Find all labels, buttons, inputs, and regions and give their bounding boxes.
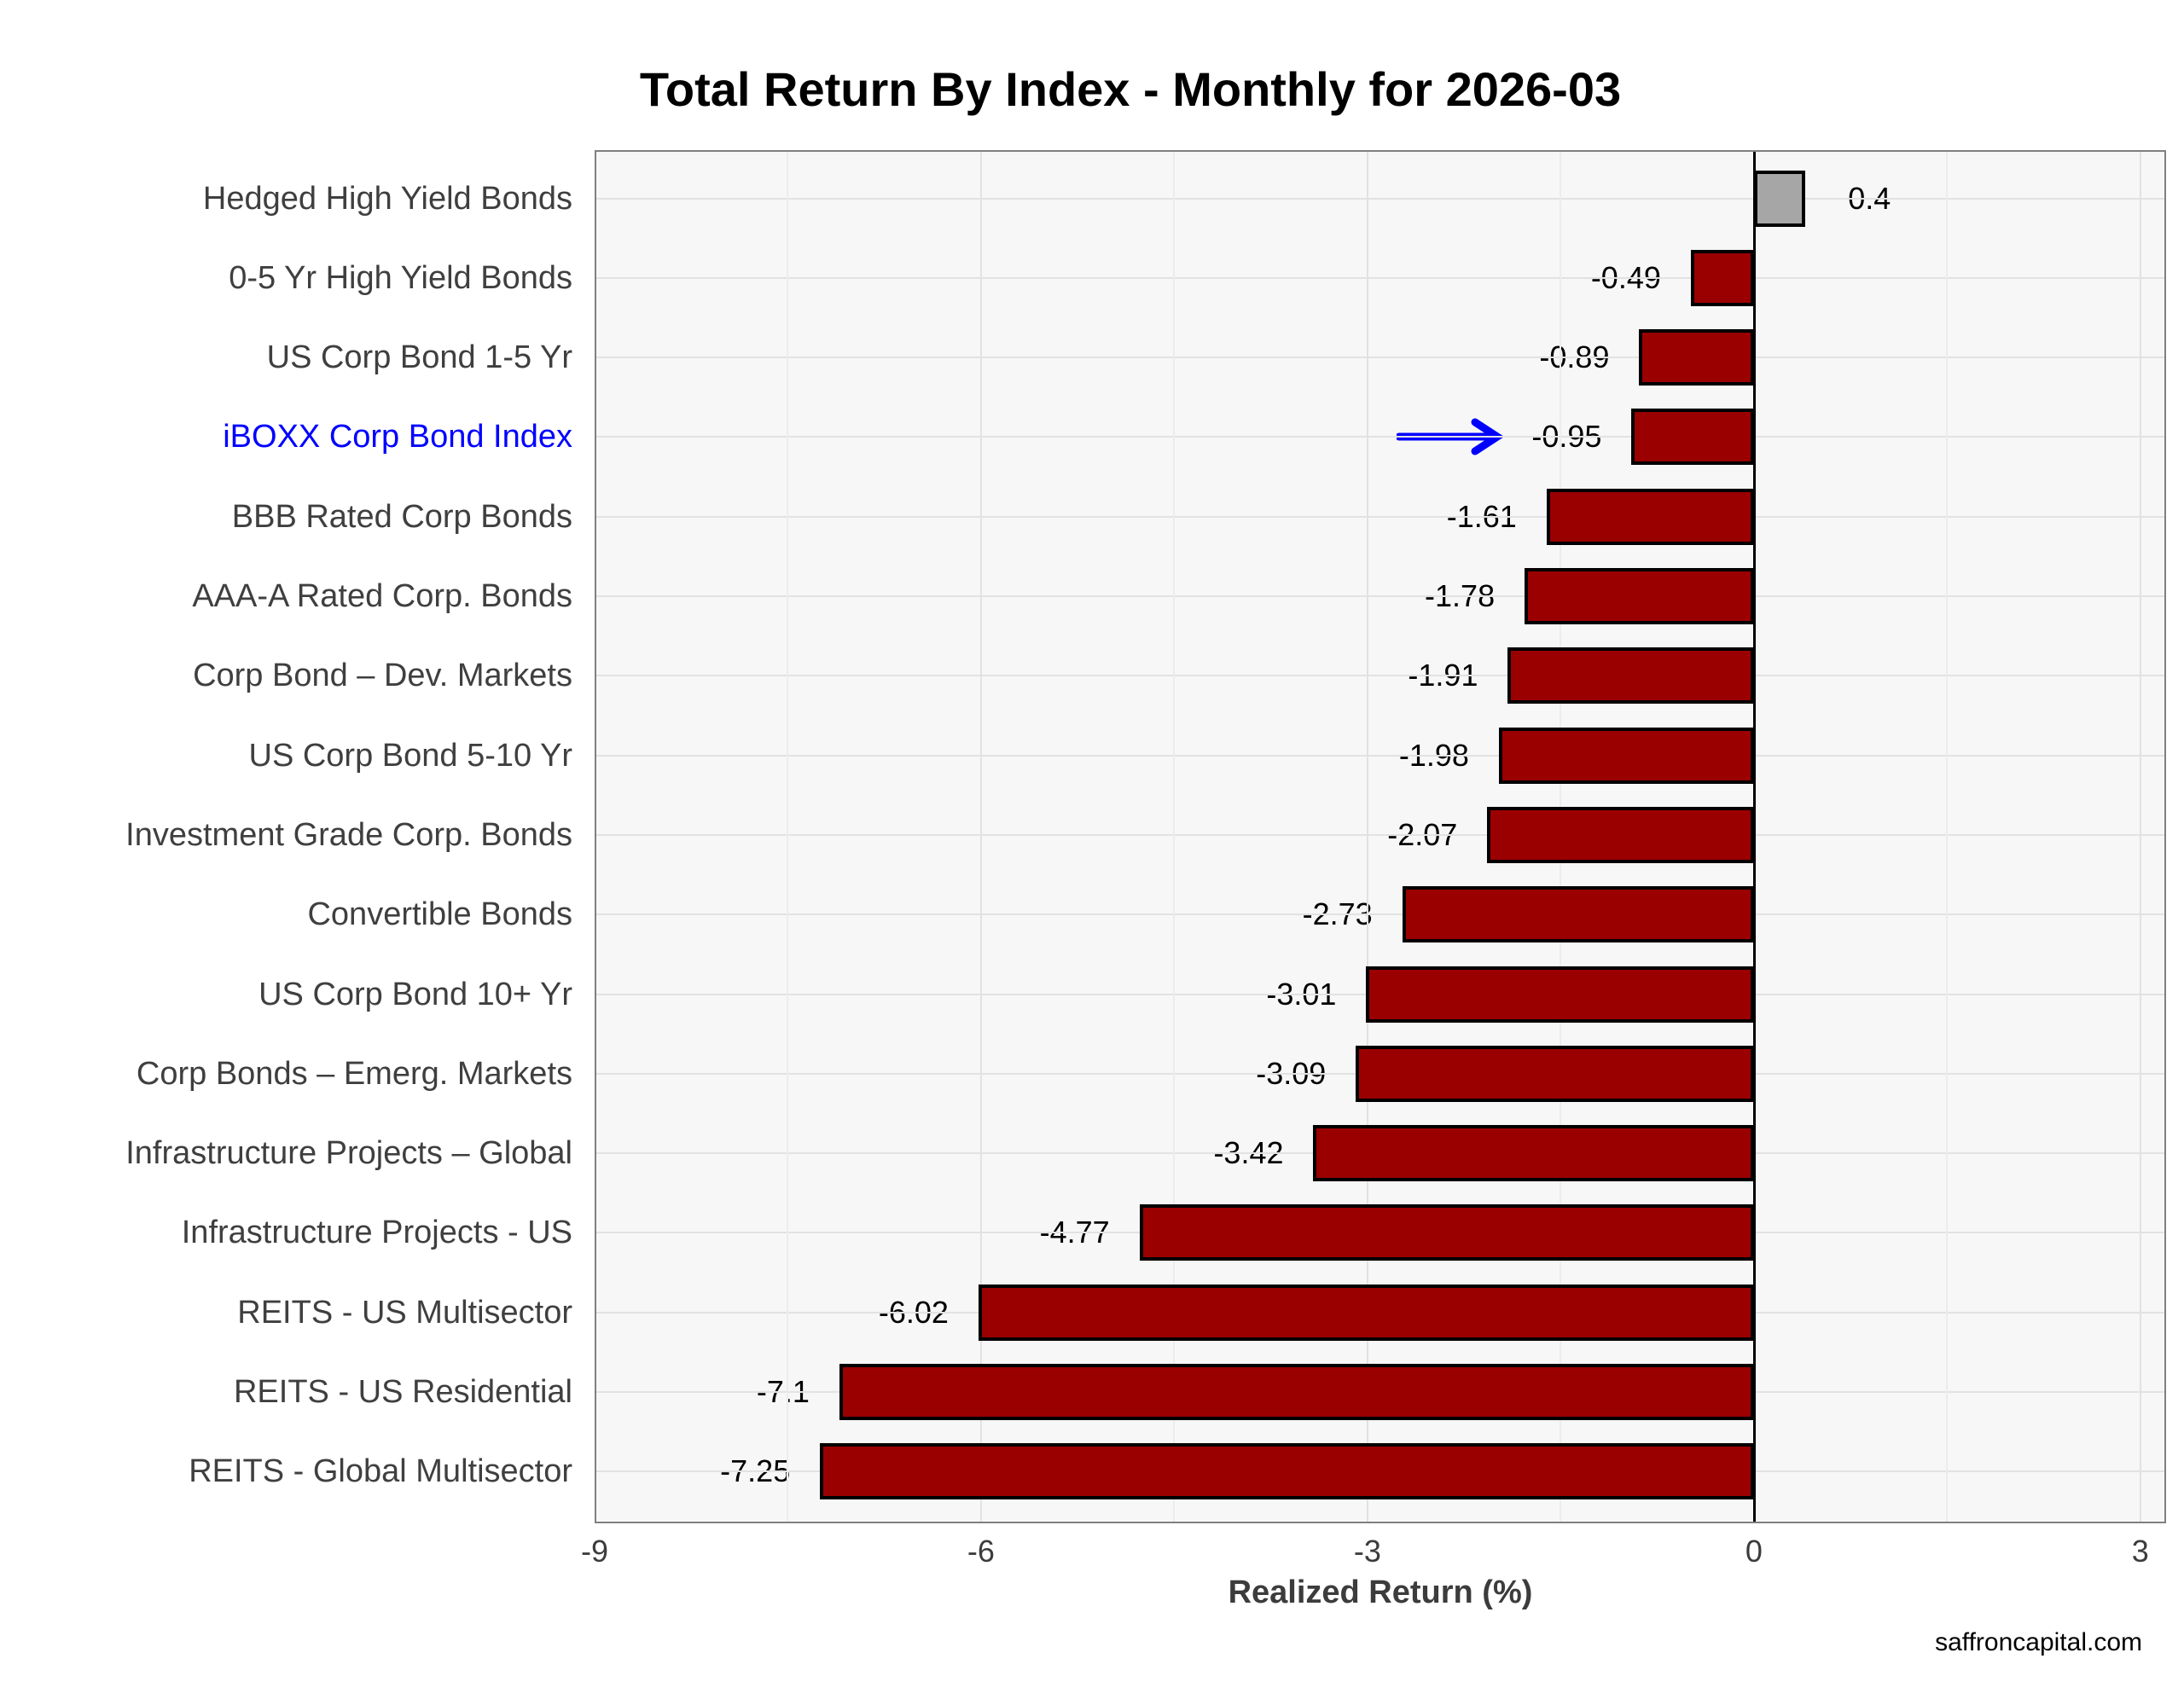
bar — [1507, 647, 1754, 705]
gridline-horizontal — [596, 595, 2164, 597]
gridline-horizontal — [596, 754, 2164, 757]
x-tick-label: 0 — [1745, 1534, 1763, 1569]
plot-area — [595, 150, 2166, 1523]
category-label: 0-5 Yr High Yield Bonds — [229, 259, 572, 296]
footer-watermark: saffroncapital.com — [1935, 1628, 2142, 1656]
x-tick-label: -9 — [580, 1534, 609, 1569]
category-label: Convertible Bonds — [307, 896, 572, 933]
category-label: iBOXX Corp Bond Index — [223, 419, 572, 455]
gridline-horizontal — [596, 436, 2164, 438]
gridline-vertical-minor — [1173, 152, 1176, 1522]
bar — [1139, 1204, 1754, 1261]
bar — [1639, 329, 1754, 386]
gridline-vertical-minor — [1946, 152, 1949, 1522]
gridline-vertical-minor — [787, 152, 789, 1522]
category-label: Infrastructure Projects - US — [181, 1215, 572, 1251]
bar — [1487, 806, 1754, 863]
bar — [1525, 568, 1754, 624]
gridline-horizontal — [596, 197, 2164, 200]
bar — [1313, 1125, 1754, 1182]
bar — [1753, 170, 1806, 227]
bar — [1366, 966, 1754, 1023]
category-label: REITS - Global Multisector — [189, 1453, 572, 1490]
category-label: US Corp Bond 10+ Yr — [258, 976, 572, 1012]
gridline-vertical-major — [2139, 152, 2141, 1522]
bar — [1631, 409, 1754, 466]
gridline-vertical-major — [979, 152, 982, 1522]
category-label: Corp Bonds – Emerg. Markets — [136, 1055, 572, 1092]
bar — [820, 1443, 1754, 1500]
bar — [1498, 727, 1754, 784]
x-tick-label: -3 — [1353, 1534, 1381, 1569]
bar — [1356, 1045, 1754, 1102]
gridline-horizontal — [596, 913, 2164, 916]
category-label: Investment Grade Corp. Bonds — [125, 816, 572, 853]
gridline-horizontal — [596, 515, 2164, 518]
bar — [839, 1364, 1754, 1420]
category-label: BBB Rated Corp Bonds — [231, 498, 572, 535]
gridline-horizontal — [596, 357, 2164, 359]
bar — [1546, 488, 1754, 545]
chart-title: Total Return By Index - Monthly for 2026… — [639, 62, 1622, 116]
gridline-horizontal — [596, 675, 2164, 677]
bar — [1690, 249, 1754, 306]
x-axis-title: Realized Return (%) — [1228, 1575, 1533, 1610]
gridline-vertical-major — [1366, 152, 1368, 1522]
bar — [1402, 886, 1754, 943]
category-label: US Corp Bond 5-10 Yr — [248, 737, 573, 774]
category-label: Infrastructure Projects – Global — [125, 1135, 572, 1172]
category-label: AAA-A Rated Corp. Bonds — [192, 578, 572, 614]
zero-axis-line — [1752, 152, 1756, 1522]
category-label: REITS - US Residential — [233, 1374, 572, 1410]
x-tick-label: -6 — [967, 1534, 995, 1569]
category-label: REITS - US Multisector — [237, 1294, 572, 1331]
gridline-horizontal — [596, 833, 2164, 836]
x-tick-label: 3 — [2131, 1534, 2149, 1569]
category-label: Hedged High Yield Bonds — [202, 180, 572, 217]
category-label: US Corp Bond 1-5 Yr — [266, 339, 572, 376]
gridline-horizontal — [596, 276, 2164, 279]
category-label: Corp Bond – Dev. Markets — [193, 658, 572, 694]
bar — [978, 1284, 1754, 1341]
